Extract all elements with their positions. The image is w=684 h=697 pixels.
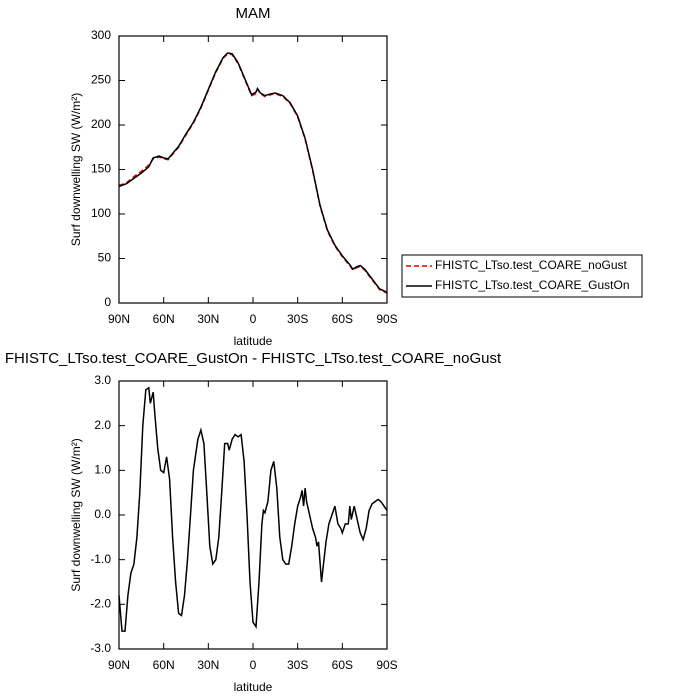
x-tick-label: 30S	[287, 658, 308, 672]
x-tick-label: 60N	[153, 658, 175, 672]
x-tick-label: 60S	[332, 658, 353, 672]
x-tick-label: 0	[250, 312, 257, 326]
y-tick-label: 0	[104, 295, 111, 309]
x-axis-label: latitude	[234, 334, 273, 348]
y-tick-label: -2.0	[90, 597, 111, 611]
x-tick-label: 0	[250, 658, 257, 672]
data-line	[118, 52, 388, 294]
y-tick-label: 2.0	[94, 418, 111, 432]
y-tick-label: 0.0	[94, 507, 111, 521]
y-tick-label: 300	[91, 28, 111, 42]
x-tick-label: 30S	[287, 312, 308, 326]
y-tick-label: 3.0	[94, 373, 111, 387]
chart-title: FHISTC_LTso.test_COARE_GustOn - FHISTC_L…	[5, 350, 502, 367]
x-tick-label: 60S	[332, 312, 353, 326]
y-tick-label: -1.0	[90, 552, 111, 566]
legend-box	[401, 254, 643, 298]
y-tick-label: 250	[91, 73, 111, 87]
y-axis-label: Surf downwelling SW (W/m²)	[69, 93, 83, 246]
x-tick-label: 90N	[108, 312, 130, 326]
x-tick-label: 90N	[108, 658, 130, 672]
chart-title: MAM	[236, 5, 271, 22]
x-tick-label: 30N	[197, 312, 219, 326]
x-axis-label: latitude	[234, 680, 273, 694]
y-tick-label: -3.0	[90, 641, 111, 655]
x-tick-label: 60N	[153, 312, 175, 326]
plot-frame	[118, 380, 388, 650]
y-tick-label: 1.0	[94, 463, 111, 477]
y-axis-label: Surf downwelling SW (W/m²)	[69, 438, 83, 591]
legend-label: FHISTC_LTso.test_COARE_GustOn	[435, 278, 630, 292]
y-tick-label: 200	[91, 117, 111, 131]
x-tick-label: 30N	[197, 658, 219, 672]
y-tick-label: 150	[91, 162, 111, 176]
plot-frame	[118, 35, 388, 304]
legend-label: FHISTC_LTso.test_COARE_noGust	[435, 258, 628, 272]
data-line	[118, 52, 388, 293]
x-tick-label: 90S	[376, 312, 397, 326]
y-tick-label: 50	[98, 251, 112, 265]
y-tick-label: 100	[91, 206, 111, 220]
x-tick-label: 90S	[376, 658, 397, 672]
data-line	[118, 386, 388, 632]
